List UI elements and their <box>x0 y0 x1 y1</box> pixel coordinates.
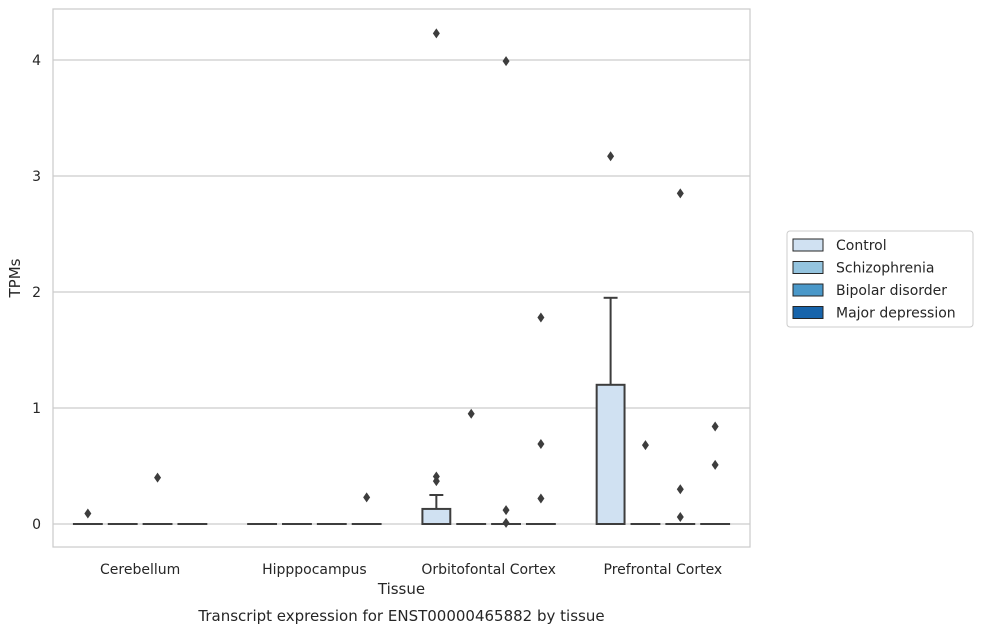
legend-entry: Bipolar disorder <box>792 283 947 299</box>
legend-label: Major depression <box>836 306 956 322</box>
x-tick-label: Cerebellum <box>100 562 180 578</box>
outlier-point <box>432 28 440 39</box>
x-tick-label: Orbitofontal Cortex <box>421 562 556 578</box>
x-tick-labels: Cerebellum Hipppocampus Orbitofontal Corte… <box>100 562 722 578</box>
outlier-point <box>154 472 162 483</box>
box-group <box>665 188 696 526</box>
box-group <box>595 151 626 525</box>
box-group <box>630 440 661 526</box>
legend-entry: Control <box>792 238 887 254</box>
box-group <box>142 472 173 526</box>
boxes <box>72 28 731 528</box>
y-tick-label: 1 <box>32 401 41 417</box>
chart-caption: Transcript expression for ENST0000046588… <box>197 607 604 625</box>
outlier-point <box>676 484 684 495</box>
box-group <box>700 421 731 526</box>
x-tick-label: Hipppocampus <box>262 562 367 578</box>
outlier-point <box>607 151 615 162</box>
legend-swatch <box>792 283 824 297</box>
legend-swatch <box>792 306 824 319</box>
outlier-point <box>84 508 92 519</box>
legend-entries: Control Schizophrenia Bipolar disorder Majo… <box>792 238 956 322</box>
plot-area-background <box>53 9 750 547</box>
box-group <box>421 28 452 526</box>
legend-swatch <box>792 238 824 252</box>
legend-label: Control <box>836 238 887 254</box>
outlier-point <box>537 312 545 323</box>
plot-area-frame <box>52 8 751 548</box>
legend-swatch <box>792 261 824 274</box>
box <box>421 507 452 526</box>
box-group <box>72 508 103 526</box>
legend-entry: Major depression <box>792 306 956 322</box>
y-tick-label: 4 <box>32 53 41 69</box>
x-axis-title: Tissue <box>377 580 425 598</box>
outlier-point <box>676 512 684 523</box>
y-tick-labels: 0 1 2 3 4 <box>32 53 41 533</box>
box-group <box>525 312 556 526</box>
outlier-point <box>641 440 649 451</box>
legend-label: Schizophrenia <box>836 261 934 277</box>
legend-entry: Schizophrenia <box>792 261 934 277</box>
outlier-point <box>711 421 719 432</box>
outlier-point <box>363 492 371 503</box>
outlier-point <box>537 493 545 504</box>
y-tick-label: 0 <box>32 517 41 533</box>
legend-frame <box>786 230 974 328</box>
box-group <box>491 56 521 528</box>
y-tick-label: 2 <box>32 285 41 301</box>
x-tick-label: Prefrontal Cortex <box>604 562 723 578</box>
box-group <box>456 408 487 526</box>
outlier-point <box>711 459 719 470</box>
legend-label: Bipolar disorder <box>836 283 947 299</box>
outlier-point <box>432 471 440 482</box>
legend: Control Schizophrenia Bipolar disorder Majo… <box>786 230 974 328</box>
box <box>595 383 626 525</box>
box-group <box>351 492 382 526</box>
y-tick-label: 3 <box>32 169 41 185</box>
outlier-point <box>467 408 475 419</box>
outlier-point <box>502 517 510 528</box>
outlier-point <box>676 188 684 199</box>
outlier-point <box>502 56 510 67</box>
outlier-point <box>502 505 510 516</box>
outlier-point <box>537 438 545 449</box>
y-axis-title: TPMs <box>6 258 24 298</box>
